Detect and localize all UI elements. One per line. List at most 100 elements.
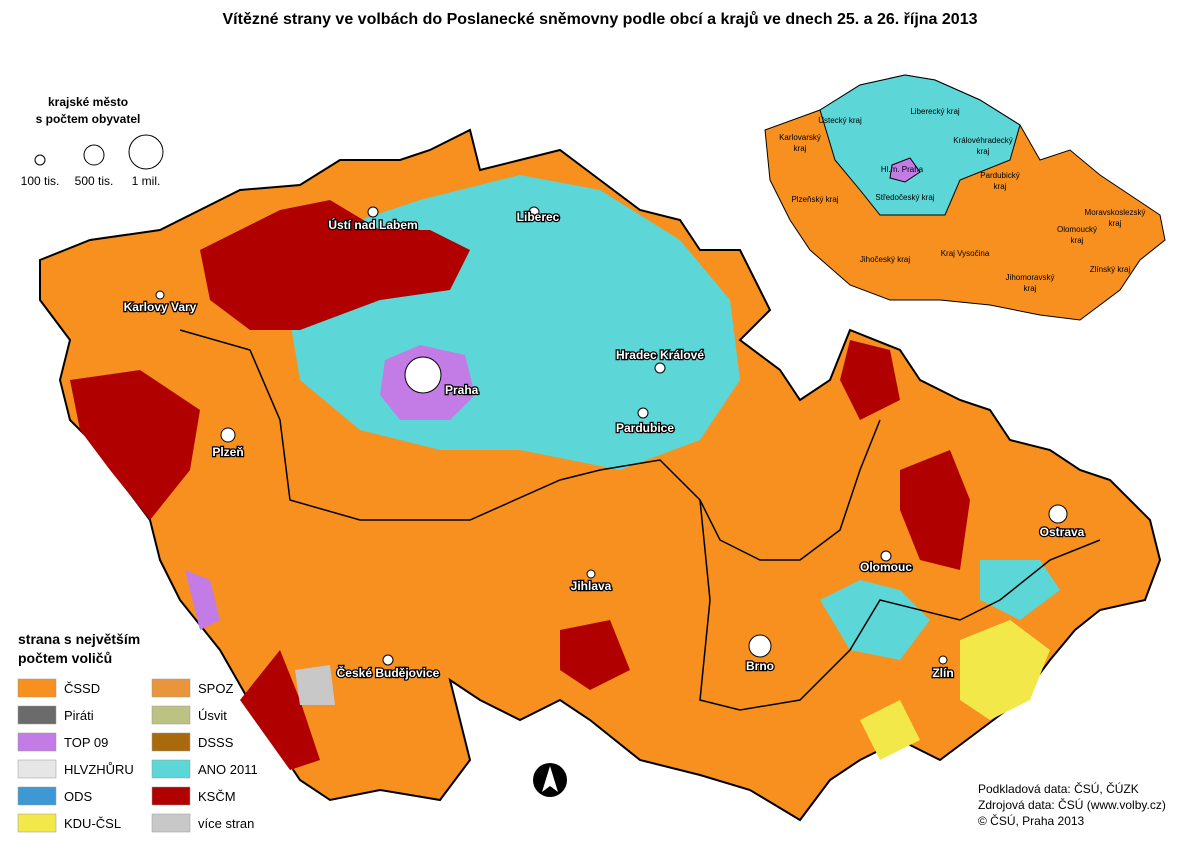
inset-region-label: kraj (977, 147, 990, 156)
legend-label: ANO 2011 (198, 762, 258, 777)
city-label: Karlovy Vary (124, 300, 197, 314)
inset-region-label: kraj (1024, 284, 1037, 293)
legend-swatch (17, 678, 57, 698)
legend-label: KSČM (198, 789, 236, 804)
inset-praha (889, 157, 921, 183)
city-label: Zlín (932, 666, 953, 680)
inset-region-label: Karlovarský (779, 133, 821, 142)
area-kscm (240, 650, 320, 770)
city-label: Plzeň (212, 445, 243, 459)
inset-region-label: Zlínský kraj (1090, 265, 1131, 274)
city-label: České Budějovice (337, 665, 440, 680)
legend-swatch (17, 732, 57, 752)
inset-region-label: kraj (1071, 236, 1084, 245)
source-line: © ČSÚ, Praha 2013 (978, 813, 1085, 828)
source-line: Zdrojová data: ČSÚ (www.volby.cz) (978, 797, 1166, 812)
legend-swatch (17, 705, 57, 725)
area-kscm (70, 370, 200, 520)
size-legend-circle (34, 154, 46, 166)
inset-region-label: Ústecký kraj (818, 116, 862, 125)
inset-region-label: Kraj Vysočina (941, 249, 990, 258)
inset-region-label: Pardubický (980, 171, 1020, 180)
region-border (699, 499, 1101, 711)
inset-region-label: Liberecký kraj (910, 107, 960, 116)
legend-label: HLVZHŮRU (64, 762, 134, 777)
size-legend-title: s počtem obyvatel (36, 112, 141, 126)
party-legend-title: strana s největším (18, 631, 140, 647)
city-marker (382, 654, 394, 666)
area-kdu (960, 620, 1050, 720)
area-ano (980, 560, 1060, 620)
area-kscm (560, 620, 630, 690)
legend-swatch (151, 759, 191, 779)
city-marker (938, 655, 948, 665)
legend-label: TOP 09 (64, 735, 108, 750)
city-label: Brno (746, 659, 774, 673)
city-label: Liberec (517, 210, 560, 224)
legend-swatch (151, 813, 191, 833)
main-map (39, 128, 1162, 822)
legend-label: ČSSD (64, 681, 100, 696)
city-label: Pardubice (616, 421, 674, 435)
legend-swatch (17, 786, 57, 806)
legend-label: Úsvit (198, 708, 227, 723)
city-label: Ústí nad Labem (328, 217, 417, 232)
inset-region-label: Středočeský kraj (875, 193, 934, 202)
city-marker (155, 290, 165, 300)
legend-label: SPOZ (198, 681, 233, 696)
city-marker (367, 206, 379, 218)
legend-label: více stran (198, 816, 254, 831)
legend-swatch (17, 759, 57, 779)
legend-label: ODS (64, 789, 93, 804)
size-legend-label: 1 mil. (132, 174, 161, 188)
city-marker (637, 407, 649, 419)
area-grey (295, 665, 335, 705)
region-border (179, 329, 881, 561)
area-ano (820, 580, 930, 660)
inset-region-label: Královéhradecký (953, 136, 1013, 145)
legend-swatch (151, 732, 191, 752)
city-marker (654, 362, 666, 374)
inset-region-label: Plzeňský kraj (791, 195, 838, 204)
legend-label: Piráti (64, 708, 94, 723)
city-marker (586, 569, 596, 579)
size-legend-label: 500 tis. (75, 174, 114, 188)
legend-label: DSSS (198, 735, 234, 750)
inset-region-label: Moravskoslezský (1085, 208, 1146, 217)
size-legend-label: 100 tis. (21, 174, 60, 188)
legend-swatch (151, 705, 191, 725)
inset-region-label: kraj (1109, 219, 1122, 228)
legend-label: KDU-ČSL (64, 816, 121, 831)
inset-region-label: kraj (994, 182, 1007, 191)
city-label: Hradec Králové (616, 348, 704, 362)
source-line: Podkladová data: ČSÚ, ČÚZK (978, 781, 1139, 796)
city-marker (220, 427, 236, 443)
size-legend-title: krajské město (48, 95, 128, 109)
size-legend-circle (128, 134, 164, 170)
city-marker (748, 634, 772, 658)
title: Vítězné strany ve volbách do Poslanecké … (223, 11, 978, 28)
size-legend-circle (83, 144, 105, 166)
city-label: Jihlava (571, 579, 612, 593)
inset-ano (819, 74, 1021, 216)
area-top09 (185, 570, 220, 630)
legend-swatch (151, 786, 191, 806)
area-kscm (840, 340, 900, 420)
legend-swatch (17, 813, 57, 833)
area-kscm (200, 200, 470, 330)
city-label: Olomouc (860, 560, 912, 574)
inset-region-label: Jihočeský kraj (860, 255, 910, 264)
area-kscm (900, 450, 970, 570)
inset-region-label: Hl.m. Praha (881, 165, 924, 174)
inset-region-label: Olomoucký (1057, 225, 1097, 234)
city-label: Ostrava (1040, 525, 1085, 539)
area-kdu (860, 700, 920, 760)
city-marker (404, 356, 442, 394)
inset-region-label: Jihomoravský (1006, 273, 1055, 282)
inset-map (764, 74, 1166, 321)
city-label: Praha (445, 383, 479, 397)
north-arrow-head (542, 766, 558, 792)
city-marker (1048, 504, 1068, 524)
city-marker (528, 206, 540, 218)
